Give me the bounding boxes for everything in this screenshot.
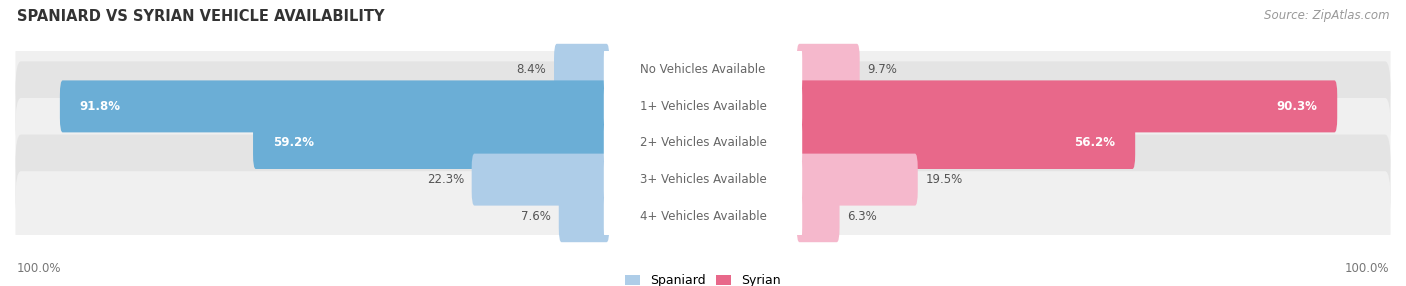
Text: 90.3%: 90.3% bbox=[1277, 100, 1317, 113]
FancyBboxPatch shape bbox=[253, 117, 609, 169]
Text: 59.2%: 59.2% bbox=[273, 136, 314, 150]
FancyBboxPatch shape bbox=[797, 154, 918, 206]
FancyBboxPatch shape bbox=[554, 44, 609, 96]
FancyBboxPatch shape bbox=[603, 44, 803, 96]
FancyBboxPatch shape bbox=[15, 98, 1391, 188]
FancyBboxPatch shape bbox=[471, 154, 609, 206]
Text: 56.2%: 56.2% bbox=[1074, 136, 1115, 150]
FancyBboxPatch shape bbox=[603, 117, 803, 169]
Text: 9.7%: 9.7% bbox=[868, 63, 897, 76]
Text: 2+ Vehicles Available: 2+ Vehicles Available bbox=[640, 136, 766, 150]
FancyBboxPatch shape bbox=[15, 61, 1391, 151]
Text: 91.8%: 91.8% bbox=[80, 100, 121, 113]
FancyBboxPatch shape bbox=[558, 190, 609, 242]
Text: 3+ Vehicles Available: 3+ Vehicles Available bbox=[640, 173, 766, 186]
FancyBboxPatch shape bbox=[797, 117, 1135, 169]
FancyBboxPatch shape bbox=[797, 190, 839, 242]
FancyBboxPatch shape bbox=[603, 80, 803, 132]
FancyBboxPatch shape bbox=[797, 44, 859, 96]
FancyBboxPatch shape bbox=[797, 80, 1337, 132]
Text: 100.0%: 100.0% bbox=[17, 262, 62, 275]
FancyBboxPatch shape bbox=[60, 80, 609, 132]
Text: 7.6%: 7.6% bbox=[522, 210, 551, 223]
Text: No Vehicles Available: No Vehicles Available bbox=[640, 63, 766, 76]
Text: 6.3%: 6.3% bbox=[846, 210, 877, 223]
Text: Source: ZipAtlas.com: Source: ZipAtlas.com bbox=[1264, 9, 1389, 21]
Legend: Spaniard, Syrian: Spaniard, Syrian bbox=[620, 269, 786, 286]
Text: 4+ Vehicles Available: 4+ Vehicles Available bbox=[640, 210, 766, 223]
FancyBboxPatch shape bbox=[603, 190, 803, 242]
Text: SPANIARD VS SYRIAN VEHICLE AVAILABILITY: SPANIARD VS SYRIAN VEHICLE AVAILABILITY bbox=[17, 9, 384, 23]
Text: 19.5%: 19.5% bbox=[925, 173, 963, 186]
FancyBboxPatch shape bbox=[15, 171, 1391, 261]
FancyBboxPatch shape bbox=[603, 154, 803, 206]
Text: 1+ Vehicles Available: 1+ Vehicles Available bbox=[640, 100, 766, 113]
Text: 22.3%: 22.3% bbox=[427, 173, 464, 186]
Text: 8.4%: 8.4% bbox=[516, 63, 547, 76]
Text: 100.0%: 100.0% bbox=[1344, 262, 1389, 275]
FancyBboxPatch shape bbox=[15, 25, 1391, 115]
FancyBboxPatch shape bbox=[15, 135, 1391, 225]
